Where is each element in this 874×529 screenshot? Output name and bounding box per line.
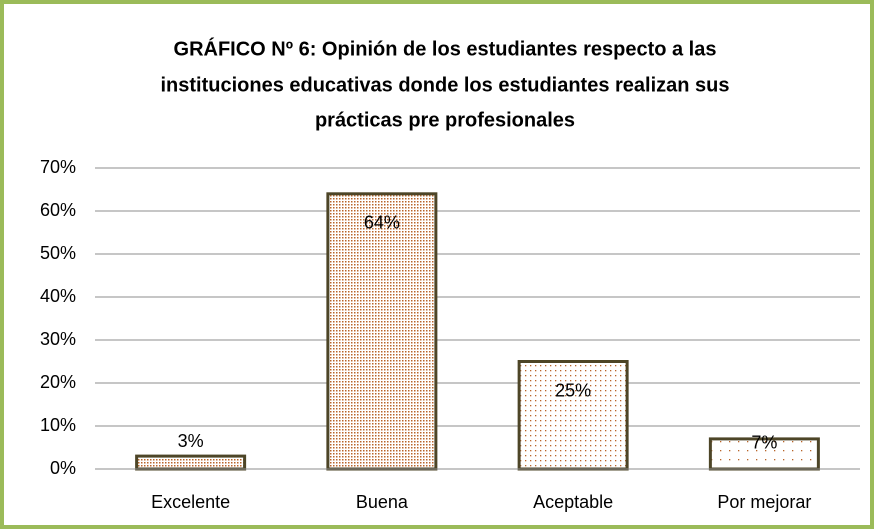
y-tick-label: 70% [40, 157, 76, 177]
y-tick-label: 40% [40, 286, 76, 306]
y-tick-label: 10% [40, 415, 76, 435]
bar [517, 360, 629, 471]
value-label: 7% [751, 433, 777, 453]
value-label: 64% [364, 213, 400, 233]
chart-title: GRÁFICO Nº 6: Opinión de los estudiantes… [174, 37, 717, 60]
bar [135, 454, 247, 471]
value-label: 25% [555, 380, 591, 400]
y-tick-label: 0% [50, 458, 76, 478]
y-tick-label: 50% [40, 243, 76, 263]
bar [326, 192, 438, 471]
value-label: 3% [178, 431, 204, 451]
chart-title: instituciones educativas donde los estud… [160, 74, 729, 96]
x-tick-label: Aceptable [533, 492, 613, 512]
chart-title: prácticas pre profesionales [315, 109, 575, 131]
y-tick-label: 30% [40, 329, 76, 349]
x-tick-label: Buena [356, 492, 409, 512]
x-tick-label: Excelente [151, 492, 230, 512]
x-tick-label: Por mejorar [717, 492, 811, 512]
y-tick-label: 60% [40, 200, 76, 220]
y-tick-label: 20% [40, 372, 76, 392]
